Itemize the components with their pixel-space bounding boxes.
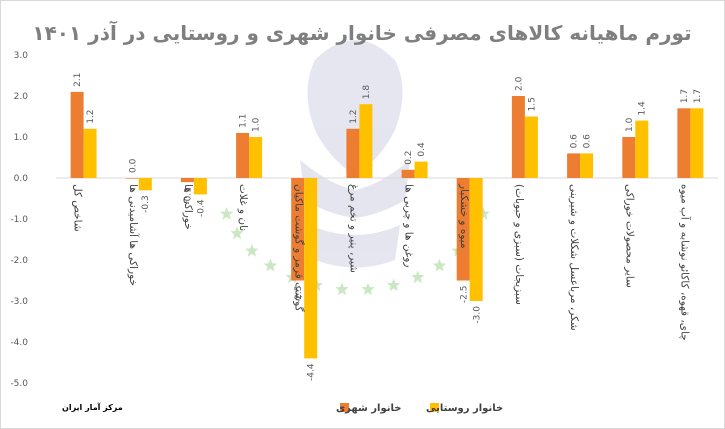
category-label: سبزیجات (سبزی و حبوبات) xyxy=(513,184,525,305)
y-tick-label: -3.0 xyxy=(10,297,28,307)
data-label: 1.1 xyxy=(239,114,249,128)
watermark-star xyxy=(230,226,244,240)
bar-urban xyxy=(180,178,194,183)
data-label: 0.6 xyxy=(583,134,593,149)
bar-rural xyxy=(83,128,97,178)
bar-rural xyxy=(359,104,373,178)
data-label: 0.0 xyxy=(128,158,138,173)
bar-rural xyxy=(414,161,428,178)
category-label: شاخص کل xyxy=(72,184,84,232)
y-tick-label: 1.0 xyxy=(14,133,29,143)
data-label: 2.0 xyxy=(514,76,524,91)
y-tick-label: 2.0 xyxy=(14,92,29,102)
watermark-star xyxy=(335,282,349,296)
category-label: سایر محصولات خوراکی xyxy=(623,184,635,288)
data-label: 1.2 xyxy=(86,109,96,123)
bar-rural xyxy=(635,120,649,178)
source-note: مرکز آمار ایران xyxy=(62,402,123,412)
data-label: 0.6 xyxy=(570,134,580,149)
category-label: روغن ها و چربی ها xyxy=(403,184,415,267)
data-label: -2.5 xyxy=(459,286,469,304)
data-label: 1.8 xyxy=(362,85,372,100)
data-label: -0.3 xyxy=(141,195,151,213)
legend-label-urban: خانوار شهری xyxy=(336,403,401,414)
bar-rural xyxy=(690,108,704,178)
legend: خانوار روستایی خانوار شهری xyxy=(336,403,503,414)
bar-urban xyxy=(511,96,525,178)
watermark-logo xyxy=(300,40,410,268)
bar-urban xyxy=(677,108,691,178)
y-tick-label: -5.0 xyxy=(10,379,28,389)
legend-label-rural: خانوار روستایی xyxy=(426,403,503,414)
y-tick-label: -2.0 xyxy=(10,256,28,266)
watermark-star xyxy=(432,258,447,272)
data-label: 1.4 xyxy=(638,101,648,116)
watermark-star xyxy=(386,278,401,292)
watermark-star xyxy=(245,243,259,257)
bar-urban xyxy=(236,132,250,178)
data-labels: 2.11.20.0-0.3 -0.1-0.41.1 1.0-2.5-4.41.21.… xyxy=(73,73,703,381)
watermark-star xyxy=(263,258,278,272)
data-label: 1.7 xyxy=(693,89,703,103)
data-label: -4.4 xyxy=(307,363,317,381)
data-label: -0.4 xyxy=(196,199,206,217)
data-label: 2.1 xyxy=(73,73,83,87)
bar-rural xyxy=(138,178,152,191)
bar-rural xyxy=(524,116,538,178)
legend-swatch-urban xyxy=(340,403,349,412)
y-tick-label: 0.0 xyxy=(14,174,29,184)
y-tick-label: -4.0 xyxy=(10,338,28,348)
watermark-star xyxy=(476,207,491,220)
category-label: میوه و خشکبار xyxy=(458,183,470,249)
bar-urban xyxy=(346,128,360,178)
chart-title: تورم ماهیانه کالاهای مصرفی خانوار شهری و… xyxy=(32,20,691,45)
bar-urban xyxy=(622,137,636,178)
category-label: شکر، مرباعسل شکلات و شیرینی xyxy=(568,184,580,331)
bar-rural xyxy=(469,178,483,301)
watermark-star xyxy=(219,207,234,220)
data-label: 1.2 xyxy=(349,109,359,123)
category-label: گوشت قرمز و گوشت ماکیان xyxy=(292,184,305,312)
bar-urban xyxy=(567,153,581,178)
category-label: خوراکی ها xyxy=(182,184,194,230)
bar-rural xyxy=(580,153,594,178)
data-label: -3.0 xyxy=(472,306,482,324)
watermark-star xyxy=(411,270,425,284)
data-label: -0.1 xyxy=(183,187,193,205)
bar-rural xyxy=(193,178,207,195)
category-label: نان و غلات xyxy=(237,184,249,231)
data-label: 1.0 xyxy=(625,117,635,132)
category-labels: شاخص کل خوراکی ها آشامیدنی ها خوراکی ها نان… xyxy=(72,183,692,341)
data-label: 0.4 xyxy=(417,142,427,157)
data-label: 1.5 xyxy=(527,97,537,111)
bar-rural xyxy=(249,137,263,178)
y-tick-label: 3.0 xyxy=(14,51,29,61)
category-label: چای، قهوه، کاکائو نوشابه و آب میوه xyxy=(678,184,691,341)
legend-swatch-rural xyxy=(430,403,439,412)
y-tick-label: -1.0 xyxy=(10,215,28,225)
category-label: شیر، پنیر و تخم مرغ xyxy=(347,184,359,273)
bar-urban xyxy=(291,178,305,281)
bar-urban xyxy=(70,91,84,178)
data-label: 1.7 xyxy=(680,89,690,103)
bar-urban xyxy=(456,178,470,281)
watermark-star xyxy=(361,282,375,296)
bar-urban xyxy=(125,178,139,179)
bars xyxy=(70,91,704,359)
data-label: 1.0 xyxy=(252,117,262,132)
bar-urban xyxy=(401,169,415,178)
y-axis: 3.0 2.0 1.0 0.0 -1.0 -2.0 -3.0 -4.0 -5.0 xyxy=(10,51,28,389)
bar-rural xyxy=(304,178,318,359)
data-label: 0.2 xyxy=(404,150,414,164)
data-label: -2.5 xyxy=(294,286,304,304)
category-label: خوراکی ها آشامیدنی ها xyxy=(127,184,140,286)
